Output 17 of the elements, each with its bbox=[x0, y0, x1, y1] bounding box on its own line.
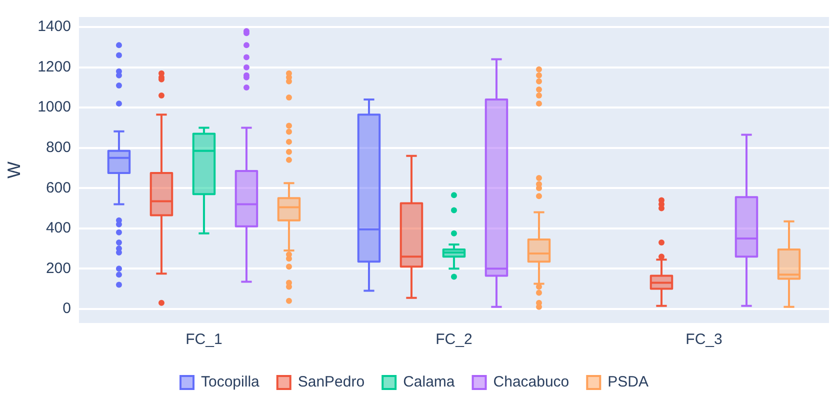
x-tick-label: FC_1 bbox=[186, 331, 222, 348]
y-tick-label: 1400 bbox=[38, 18, 71, 36]
legend-label: Calama bbox=[403, 374, 456, 391]
legend-label: PSDA bbox=[608, 374, 649, 391]
y-tick-label: 400 bbox=[46, 220, 71, 237]
x-tick-label: FC_3 bbox=[686, 331, 722, 348]
legend-label: SanPedro bbox=[298, 374, 365, 391]
y-tick-label: 200 bbox=[46, 260, 71, 277]
y-tick-label: 0 bbox=[62, 300, 71, 318]
y-tick-label: 1000 bbox=[38, 98, 71, 116]
y-tick-label: 1200 bbox=[38, 58, 71, 76]
y-tick-label: 600 bbox=[46, 179, 71, 196]
legend-label: Chacabuco bbox=[493, 374, 570, 391]
y-axis-title: W bbox=[4, 162, 24, 178]
legend-label: Tocopilla bbox=[201, 374, 260, 391]
y-tick-label: 800 bbox=[46, 138, 71, 156]
x-tick-label: FC_2 bbox=[436, 331, 472, 348]
